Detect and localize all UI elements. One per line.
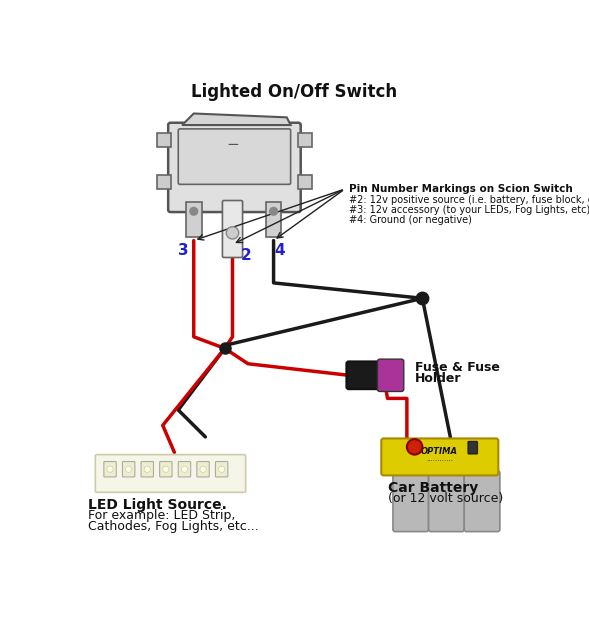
Text: OPTIMA: OPTIMA	[421, 447, 458, 456]
Text: #4: Ground (or negative): #4: Ground (or negative)	[349, 215, 472, 225]
FancyBboxPatch shape	[168, 122, 301, 212]
FancyBboxPatch shape	[157, 132, 170, 147]
Text: #3: 12v accessory (to your LEDs, Fog Lights, etc): #3: 12v accessory (to your LEDs, Fog Lig…	[349, 205, 589, 215]
FancyBboxPatch shape	[178, 461, 191, 477]
Text: Holder: Holder	[415, 372, 461, 385]
FancyBboxPatch shape	[346, 361, 383, 389]
FancyBboxPatch shape	[123, 461, 135, 477]
FancyBboxPatch shape	[468, 441, 478, 454]
FancyBboxPatch shape	[157, 175, 170, 189]
Text: 3: 3	[178, 243, 188, 258]
FancyBboxPatch shape	[160, 461, 172, 477]
Circle shape	[200, 466, 206, 472]
FancyBboxPatch shape	[141, 461, 154, 477]
FancyBboxPatch shape	[223, 201, 243, 258]
FancyBboxPatch shape	[95, 454, 246, 493]
Text: Pin Number Markings on Scion Switch: Pin Number Markings on Scion Switch	[349, 184, 573, 194]
Circle shape	[226, 227, 239, 239]
Circle shape	[144, 466, 150, 472]
Text: −: −	[226, 137, 239, 152]
Circle shape	[181, 466, 187, 472]
FancyBboxPatch shape	[104, 461, 116, 477]
Circle shape	[163, 466, 169, 472]
FancyBboxPatch shape	[393, 471, 429, 532]
Circle shape	[270, 208, 277, 215]
Text: 2: 2	[241, 248, 252, 263]
Circle shape	[219, 466, 225, 472]
Text: (or 12 volt source): (or 12 volt source)	[388, 492, 503, 504]
FancyBboxPatch shape	[381, 439, 498, 476]
Text: ............: ............	[426, 456, 453, 462]
FancyBboxPatch shape	[197, 461, 209, 477]
FancyBboxPatch shape	[464, 471, 500, 532]
Circle shape	[190, 208, 198, 215]
Text: Cathodes, Fog Lights, etc...: Cathodes, Fog Lights, etc...	[88, 520, 259, 533]
Text: For example: LED Strip,: For example: LED Strip,	[88, 509, 235, 522]
FancyBboxPatch shape	[378, 359, 404, 391]
FancyBboxPatch shape	[186, 202, 201, 237]
Text: 4: 4	[274, 243, 285, 258]
Text: #2: 12v positive source (i.e. battery, fuse block, etc): #2: 12v positive source (i.e. battery, f…	[349, 195, 589, 205]
FancyBboxPatch shape	[299, 175, 312, 189]
Circle shape	[407, 439, 422, 454]
Polygon shape	[182, 114, 290, 125]
Circle shape	[107, 466, 113, 472]
FancyBboxPatch shape	[266, 202, 282, 237]
FancyBboxPatch shape	[178, 129, 290, 184]
Text: Car Battery: Car Battery	[388, 481, 478, 495]
FancyBboxPatch shape	[216, 461, 228, 477]
Text: LED Light Source.: LED Light Source.	[88, 499, 226, 512]
Circle shape	[125, 466, 132, 472]
FancyBboxPatch shape	[299, 132, 312, 147]
FancyBboxPatch shape	[429, 471, 464, 532]
Text: Lighted On/Off Switch: Lighted On/Off Switch	[191, 83, 398, 101]
Text: Fuse & Fuse: Fuse & Fuse	[415, 361, 499, 374]
